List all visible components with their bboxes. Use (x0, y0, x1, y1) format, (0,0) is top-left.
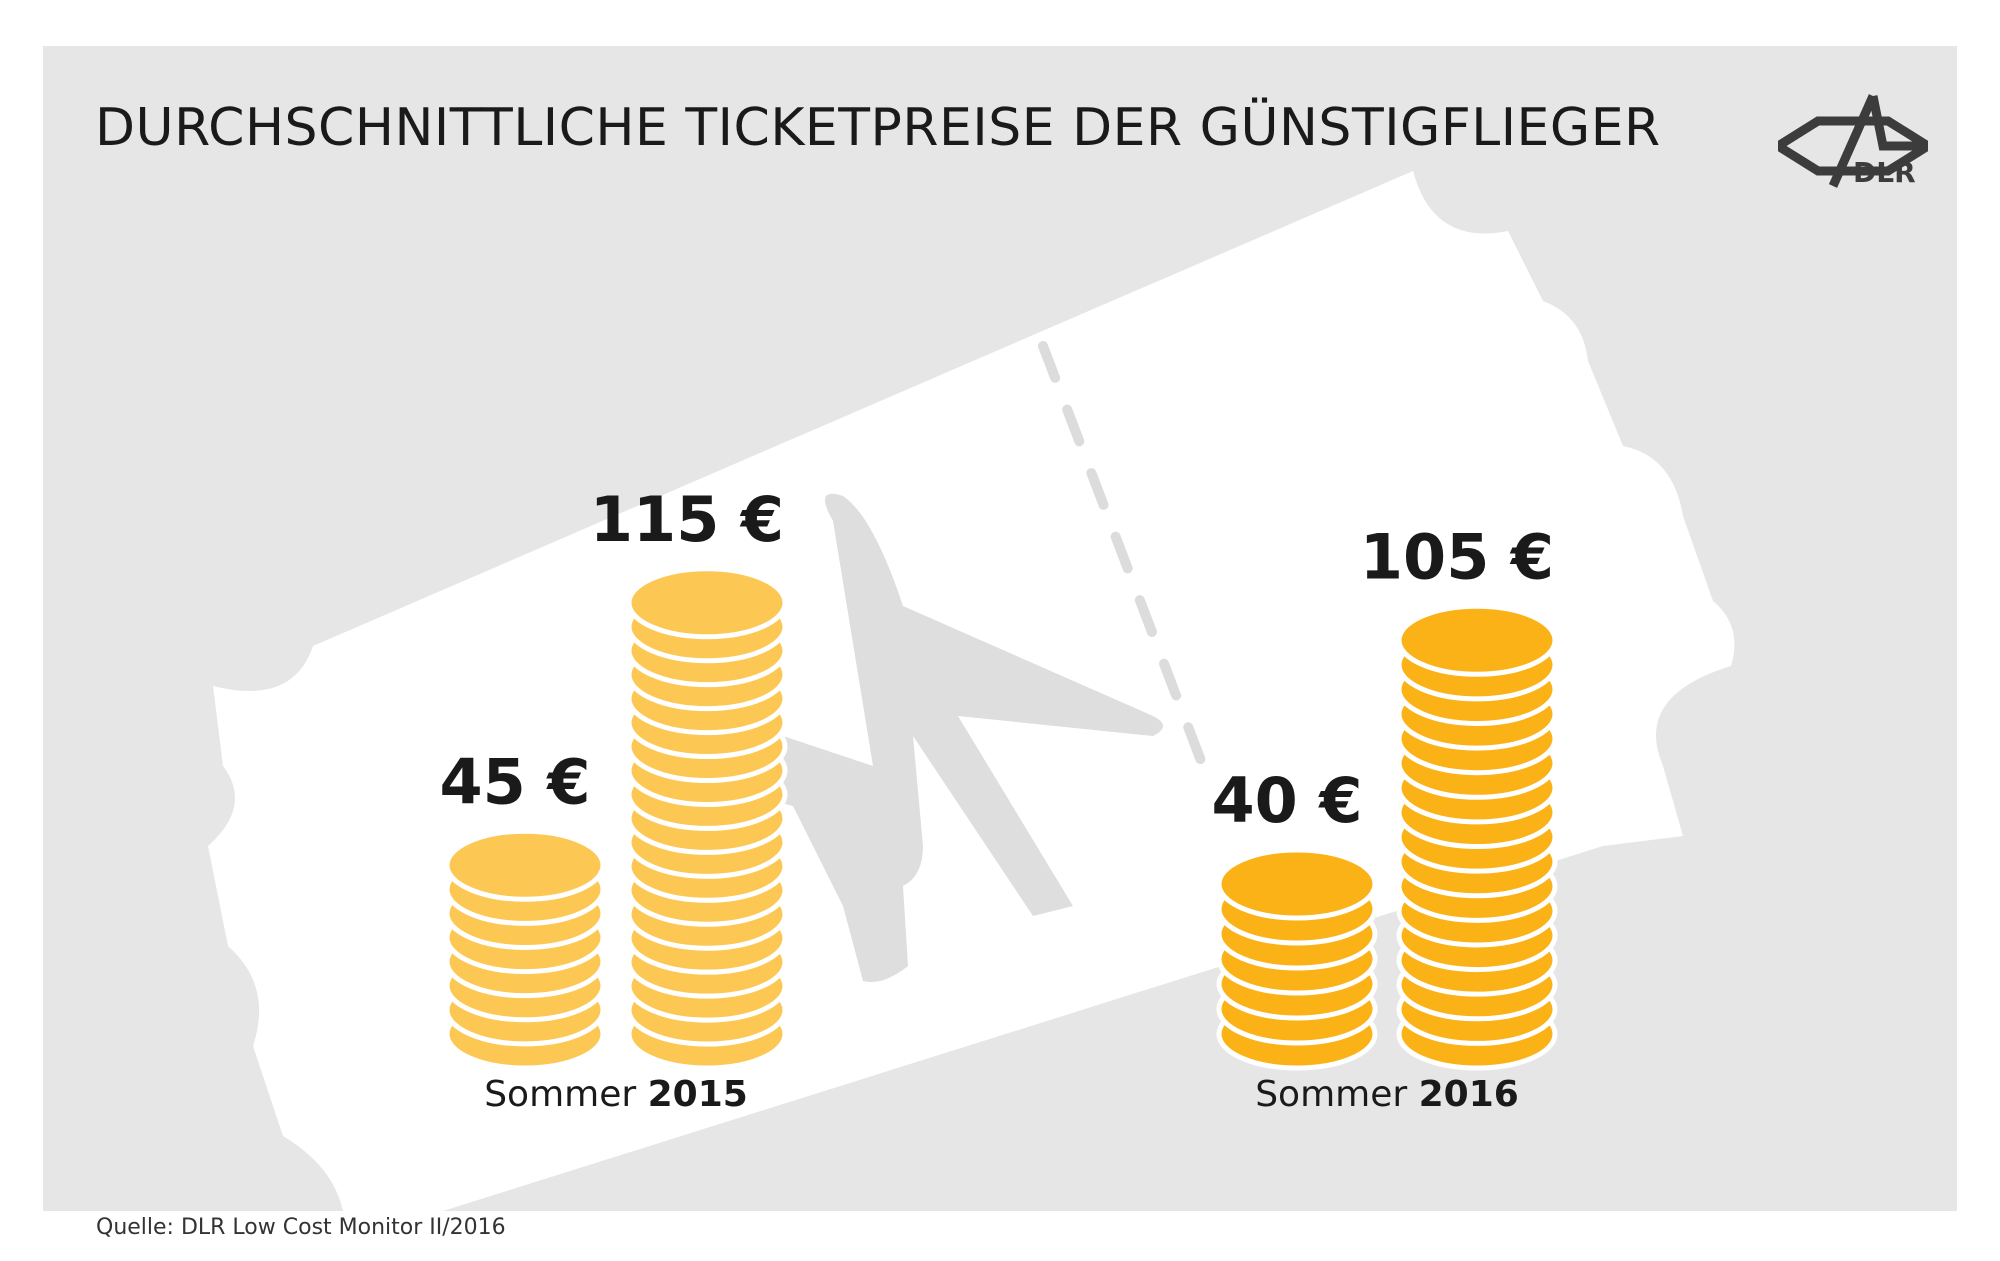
value-label-2015-1: 45 € (439, 745, 590, 818)
season-name: Sommer (484, 1074, 647, 1115)
dlr-logo-text: DLR (1853, 156, 1916, 189)
coin (1396, 603, 1558, 677)
season-name: Sommer (1255, 1074, 1418, 1115)
coin (626, 566, 788, 640)
season-label-2016: Sommer 2016 (1255, 1074, 1519, 1115)
coin-stack-2016-2 (1396, 603, 1558, 1071)
dlr-logo-icon (1778, 94, 1928, 188)
chart-panel: DURCHSCHNITTLICHE TICKETPREISE DER GÜNST… (43, 46, 1957, 1211)
coin (444, 828, 606, 902)
season-year: 2016 (1419, 1074, 1519, 1115)
coin-stack-2015-1 (444, 828, 606, 1071)
coin-chart: 45 € 115 € Sommer 2015 40 € 105 € Sommer 2016 (439, 483, 1558, 1115)
value-label-2015-2: 115 € (590, 483, 784, 556)
ticket-perforation (1038, 341, 1208, 771)
value-label-2016-1: 40 € (1211, 764, 1362, 837)
coin (1216, 847, 1378, 921)
airplane-icon (733, 493, 1163, 982)
coin-stack-2016-1 (1216, 847, 1378, 1071)
season-label-2015: Sommer 2015 (484, 1074, 748, 1115)
coin-stack-2015-2 (626, 566, 788, 1071)
season-year: 2015 (648, 1074, 748, 1115)
value-label-2016-2: 105 € (1360, 520, 1554, 593)
source-note: Quelle: DLR Low Cost Monitor II/2016 (96, 1215, 506, 1240)
chart-title: DURCHSCHNITTLICHE TICKETPREISE DER GÜNST… (95, 98, 1661, 158)
